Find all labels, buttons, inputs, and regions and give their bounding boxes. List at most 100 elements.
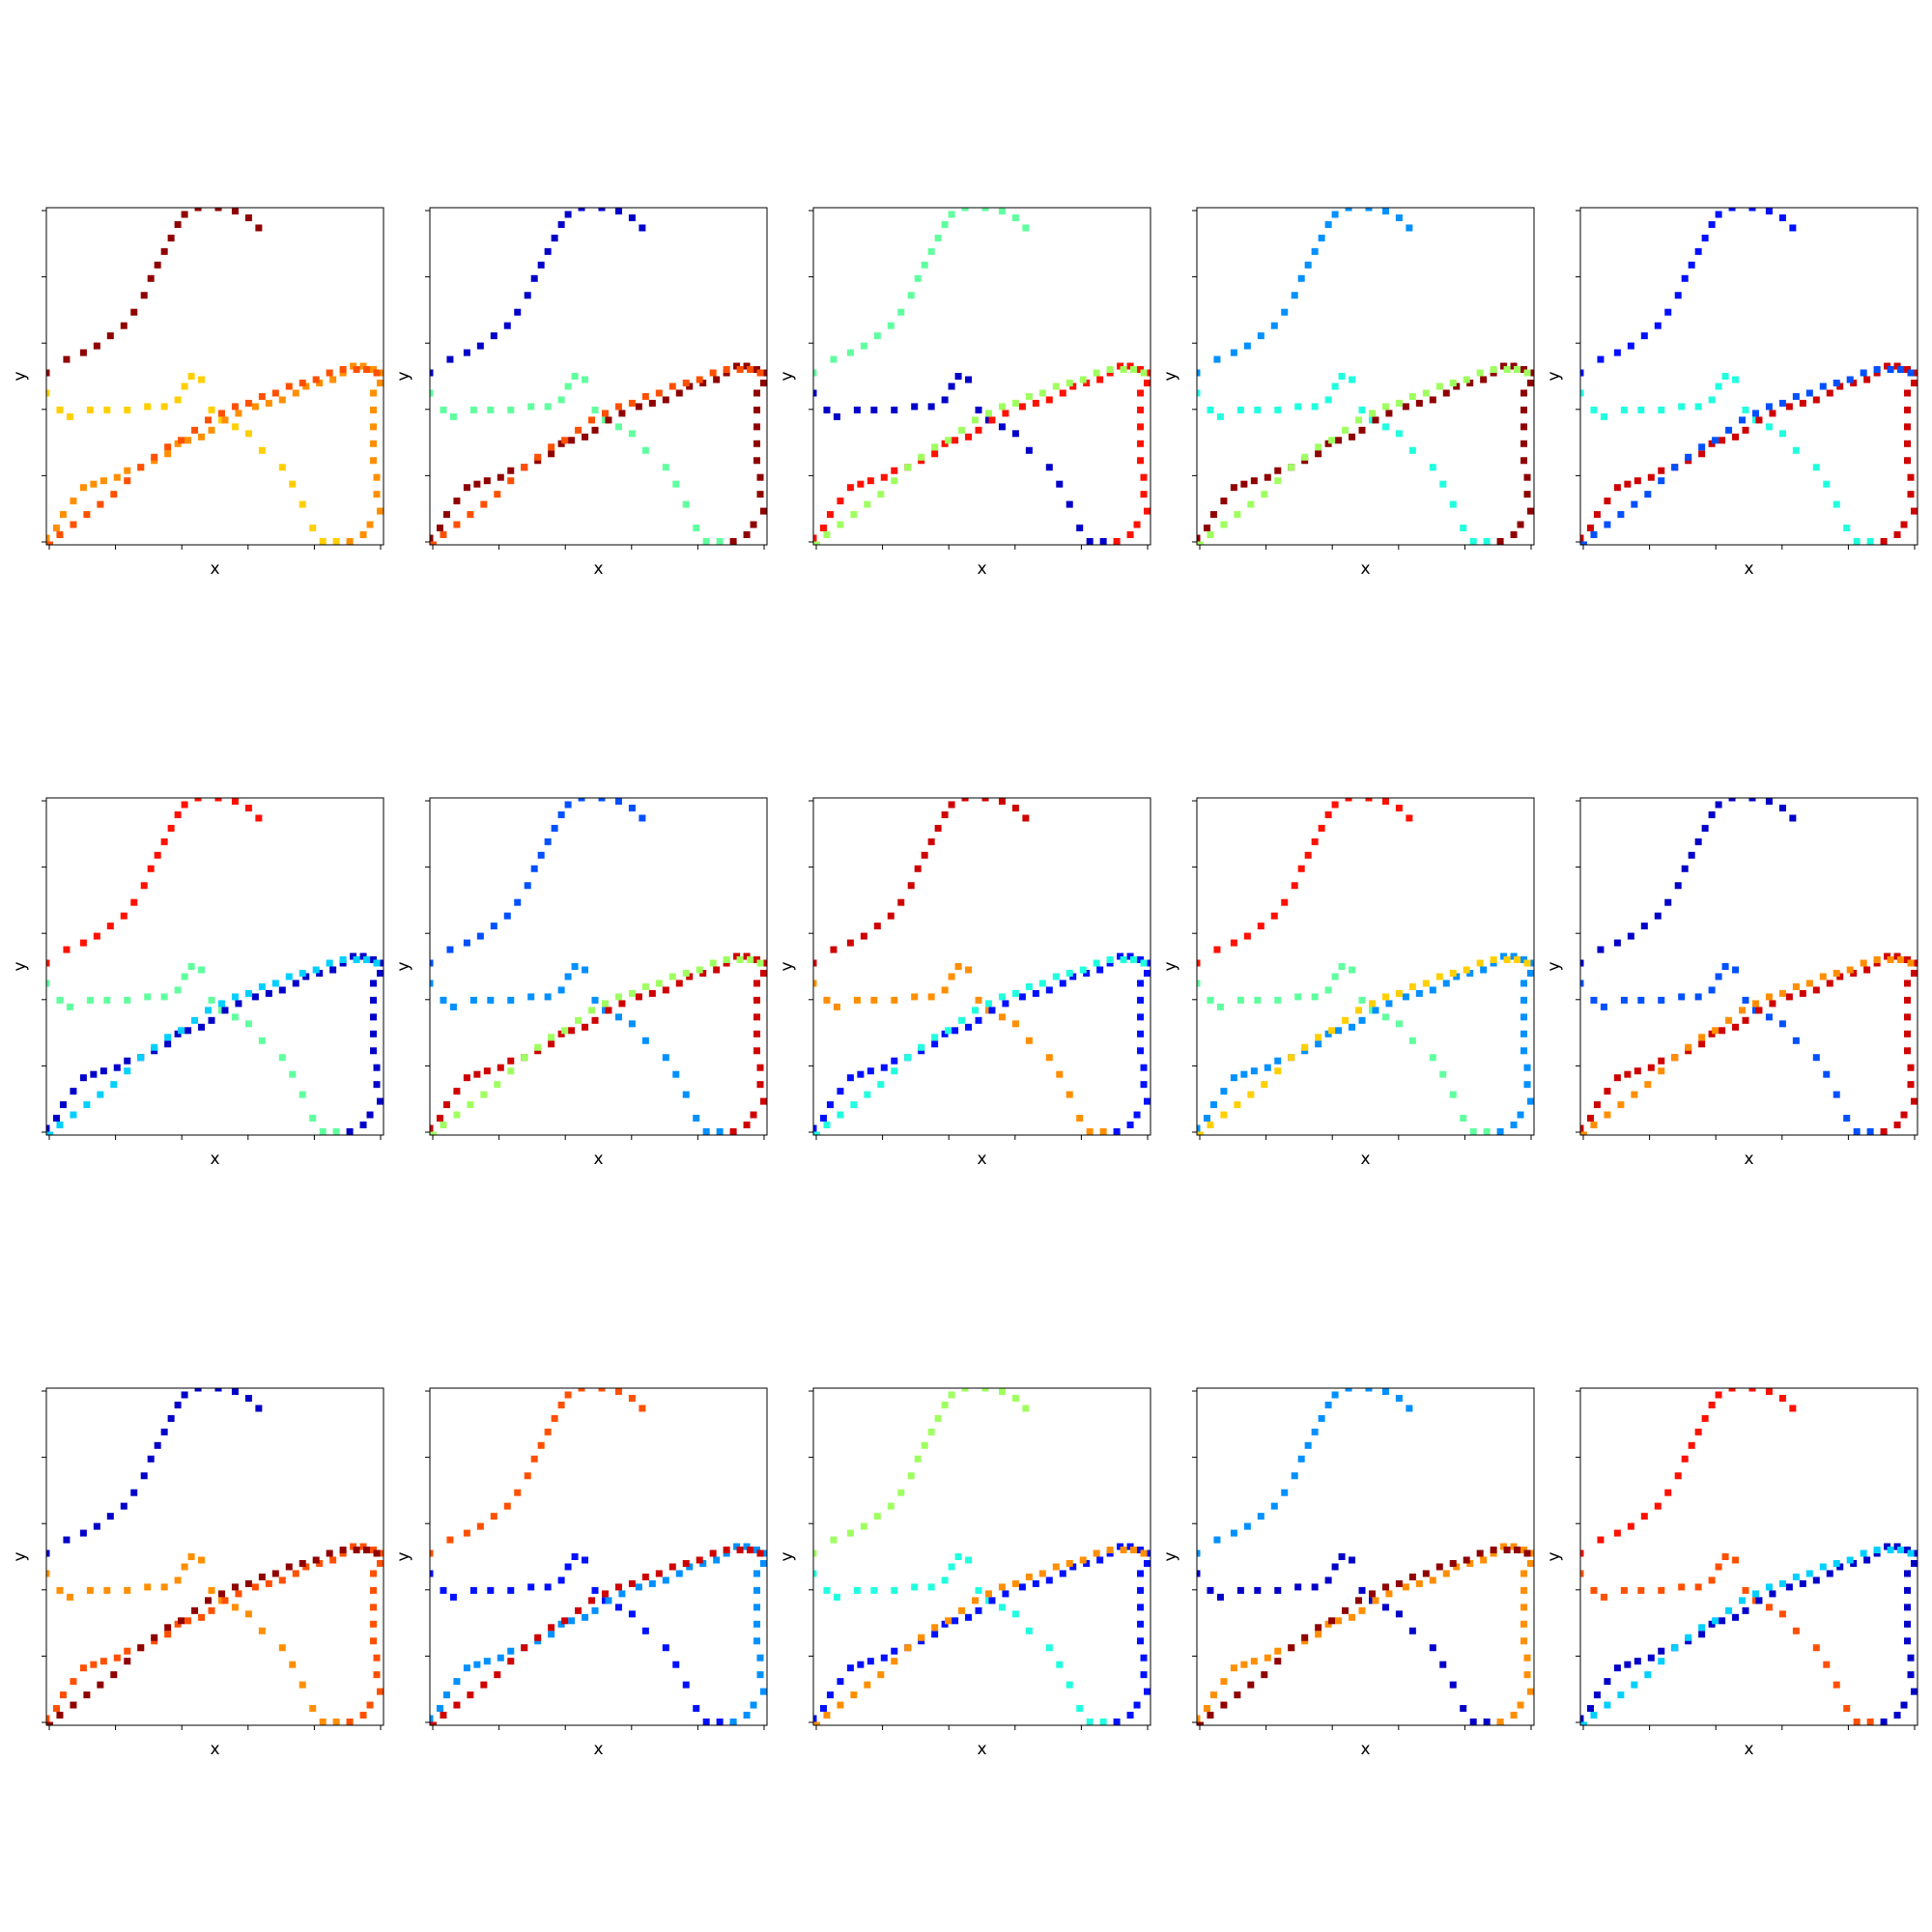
data-point — [1728, 208, 1736, 212]
data-point — [1274, 406, 1282, 413]
data-point — [1140, 473, 1148, 481]
data-point — [1331, 211, 1339, 218]
data-point — [1207, 996, 1214, 1004]
data-point — [160, 247, 168, 255]
data-point — [339, 366, 347, 374]
points-group — [1580, 208, 1918, 545]
data-point — [1449, 969, 1457, 977]
data-point — [641, 1573, 649, 1580]
data-point — [1281, 308, 1289, 316]
data-point — [1349, 433, 1356, 440]
data-point — [934, 1414, 942, 1422]
data-point — [1045, 1577, 1053, 1584]
data-point — [1324, 810, 1332, 818]
data-point — [891, 1067, 898, 1075]
data-point — [760, 507, 767, 515]
data-point — [373, 1081, 381, 1089]
plot-frame — [45, 1387, 384, 1726]
data-point — [614, 993, 622, 1001]
data-point — [1435, 383, 1443, 390]
data-point — [1613, 484, 1621, 492]
data-point — [760, 969, 767, 977]
data-point — [1240, 480, 1248, 488]
data-point — [1510, 1712, 1518, 1719]
data-point — [756, 473, 764, 481]
data-point — [1674, 1472, 1682, 1480]
data-point — [1904, 1637, 1912, 1645]
data-point — [1580, 369, 1584, 377]
data-point — [1880, 1719, 1888, 1725]
data-point — [1897, 366, 1905, 374]
data-point — [353, 956, 360, 964]
data-point — [160, 1583, 168, 1591]
data-point — [1140, 1654, 1148, 1662]
data-point — [1422, 1570, 1430, 1577]
data-point — [1358, 996, 1366, 1004]
data-point — [1368, 410, 1376, 417]
data-point — [1523, 1081, 1531, 1089]
data-point — [1751, 1590, 1759, 1598]
data-point — [1372, 416, 1379, 424]
data-point — [823, 531, 831, 539]
x-axis-label: x — [1744, 1740, 1753, 1759]
data-point — [1415, 1579, 1423, 1587]
data-point — [181, 383, 188, 390]
data-point — [575, 1606, 582, 1614]
data-point — [1137, 1586, 1145, 1594]
data-point — [99, 1658, 107, 1665]
data-point — [813, 1131, 820, 1135]
data-point — [363, 956, 371, 964]
x-axis-label: x — [1360, 559, 1370, 579]
data-point — [214, 1388, 222, 1392]
data-point — [1719, 1617, 1726, 1625]
data-point — [79, 484, 87, 492]
data-point — [90, 1070, 98, 1078]
data-point — [1799, 399, 1806, 407]
data-point — [144, 1583, 152, 1591]
data-point — [548, 1631, 555, 1638]
data-point — [1732, 1023, 1740, 1031]
data-point — [1907, 1654, 1915, 1662]
data-point — [639, 814, 646, 822]
data-point — [332, 538, 340, 545]
data-point — [578, 208, 585, 212]
data-point — [1792, 1627, 1800, 1634]
data-point — [975, 1606, 982, 1614]
x-axis-label: x — [1360, 1740, 1370, 1759]
data-point — [469, 406, 477, 413]
data-point — [346, 1719, 354, 1725]
data-point — [231, 208, 239, 214]
data-point — [66, 1003, 73, 1010]
data-point — [124, 1067, 131, 1075]
data-point — [1593, 511, 1601, 519]
data-point — [258, 1037, 266, 1044]
data-point — [97, 1091, 104, 1098]
data-point — [1527, 379, 1534, 386]
data-point — [965, 1556, 973, 1564]
panel-12: xy — [394, 1387, 768, 1759]
data-point — [1140, 1549, 1148, 1557]
data-point — [1247, 500, 1255, 508]
data-point — [1907, 1671, 1915, 1679]
data-point — [952, 1027, 959, 1035]
data-point — [453, 521, 461, 528]
data-point — [373, 1654, 381, 1662]
data-point — [1580, 1715, 1584, 1722]
data-point — [1812, 396, 1820, 404]
data-point — [160, 403, 168, 411]
data-point — [588, 416, 596, 424]
data-point — [753, 996, 761, 1004]
data-point — [1106, 956, 1114, 964]
data-point — [870, 996, 878, 1004]
y-axis-label: y — [11, 1551, 30, 1561]
data-point — [591, 1586, 599, 1594]
data-point — [181, 211, 188, 218]
data-point — [672, 1661, 680, 1668]
data-point — [1385, 1590, 1393, 1598]
data-point — [370, 980, 378, 987]
data-point — [221, 1597, 229, 1605]
data-point — [339, 1547, 347, 1554]
data-point — [1748, 1388, 1756, 1392]
data-point — [1520, 457, 1528, 465]
data-point — [1137, 389, 1145, 397]
